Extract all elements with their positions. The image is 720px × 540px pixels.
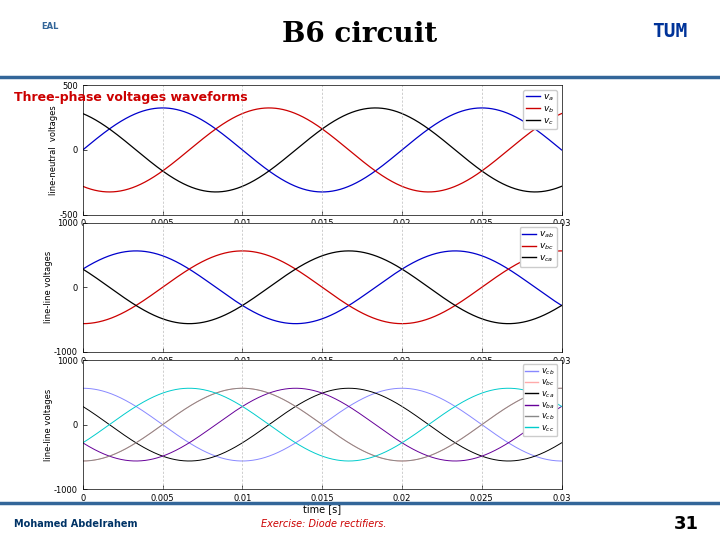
X-axis label: time [s]: time [s] bbox=[303, 504, 341, 515]
Text: Mohamed Abdelrahem: Mohamed Abdelrahem bbox=[14, 519, 138, 529]
Text: B6 circuit: B6 circuit bbox=[282, 21, 438, 48]
Legend: $v_{ab}$, $v_{bc}$, $v_{ca}$: $v_{ab}$, $v_{bc}$, $v_{ca}$ bbox=[520, 227, 557, 267]
Text: Exercise: Diode rectifiers.: Exercise: Diode rectifiers. bbox=[261, 519, 387, 529]
Text: TUM: TUM bbox=[652, 22, 687, 40]
Legend: $v_{cb}$, $v_{bc}$, $v_{ca}$, $v_{ba}$, $v_{cb}$, $v_{cc}$: $v_{cb}$, $v_{bc}$, $v_{ca}$, $v_{ba}$, … bbox=[523, 364, 557, 436]
Legend: $v_a$, $v_b$, $v_c$: $v_a$, $v_b$, $v_c$ bbox=[523, 90, 557, 130]
Text: Three-phase voltages waveforms: Three-phase voltages waveforms bbox=[14, 91, 248, 104]
Y-axis label: line-neutral  voltages: line-neutral voltages bbox=[49, 105, 58, 195]
Y-axis label: line-line voltages: line-line voltages bbox=[43, 251, 53, 323]
Y-axis label: line-line voltages: line-line voltages bbox=[43, 388, 53, 461]
Text: EAL: EAL bbox=[42, 22, 59, 31]
Text: 31: 31 bbox=[673, 515, 698, 533]
